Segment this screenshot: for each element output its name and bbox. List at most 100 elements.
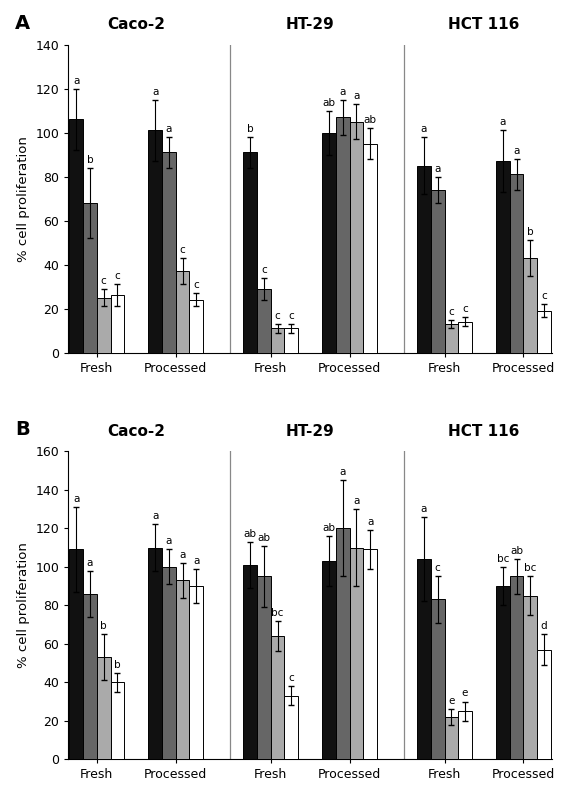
Text: b: b [87, 155, 94, 164]
Bar [322, 561, 336, 760]
Text: a: a [87, 558, 93, 567]
Text: c: c [261, 265, 267, 275]
Bar [336, 528, 350, 760]
Text: b: b [100, 621, 107, 631]
Text: ab: ab [244, 528, 257, 539]
Bar [322, 132, 336, 353]
Text: e: e [462, 689, 468, 698]
Text: HT-29: HT-29 [286, 18, 335, 32]
Text: a: a [166, 124, 172, 134]
Text: a: a [166, 536, 172, 547]
Bar [189, 300, 203, 353]
Bar [243, 565, 257, 760]
Text: b: b [247, 124, 254, 134]
Bar [257, 289, 271, 353]
Bar [257, 576, 271, 760]
Bar [271, 636, 284, 760]
Text: a: a [152, 86, 158, 97]
Text: Caco-2: Caco-2 [107, 424, 165, 439]
Text: B: B [15, 421, 30, 440]
Bar [496, 586, 510, 760]
Text: a: a [421, 504, 427, 514]
Text: a: a [73, 76, 80, 85]
Text: bc: bc [497, 554, 509, 563]
Text: a: a [353, 496, 359, 506]
Text: ab: ab [323, 523, 336, 533]
Bar [496, 161, 510, 353]
Text: Caco-2: Caco-2 [107, 18, 165, 32]
Text: c: c [288, 673, 294, 683]
Text: c: c [274, 311, 281, 321]
Bar [537, 311, 550, 353]
Bar [363, 144, 377, 353]
Text: c: c [435, 563, 441, 573]
Bar [162, 152, 176, 353]
Bar [458, 711, 472, 760]
Bar [176, 271, 189, 353]
Bar [176, 580, 189, 760]
Bar [162, 567, 176, 760]
Text: c: c [448, 306, 454, 317]
Text: bc: bc [272, 607, 284, 618]
Bar [336, 117, 350, 353]
Bar [523, 595, 537, 760]
Text: HCT 116: HCT 116 [448, 18, 519, 32]
Bar [431, 599, 444, 760]
Y-axis label: % cell proliferation: % cell proliferation [17, 136, 30, 262]
Text: c: c [541, 291, 547, 301]
Text: a: a [180, 550, 186, 560]
Text: a: a [193, 555, 199, 566]
Bar [458, 322, 472, 353]
Text: a: a [340, 86, 346, 97]
Text: c: c [193, 280, 199, 290]
Bar [69, 550, 83, 760]
Bar [243, 152, 257, 353]
Bar [83, 203, 97, 353]
Text: a: a [340, 467, 346, 477]
Text: HCT 116: HCT 116 [448, 424, 519, 439]
Text: b: b [527, 227, 534, 237]
Bar [510, 175, 523, 353]
Text: a: a [500, 117, 506, 128]
Text: c: c [462, 304, 468, 314]
Text: bc: bc [524, 563, 537, 573]
Bar [363, 550, 377, 760]
Text: ab: ab [510, 546, 523, 556]
Text: c: c [101, 276, 107, 286]
Text: a: a [435, 164, 441, 173]
Text: c: c [180, 245, 185, 255]
Text: a: a [73, 494, 80, 504]
Text: a: a [513, 146, 519, 156]
Text: c: c [288, 311, 294, 321]
Bar [97, 658, 111, 760]
Text: ab: ab [257, 532, 270, 543]
Bar [417, 559, 431, 760]
Text: ab: ab [363, 115, 377, 125]
Text: HT-29: HT-29 [286, 424, 335, 439]
Bar [271, 329, 284, 353]
Bar [444, 717, 458, 760]
Bar [350, 547, 363, 760]
Bar [444, 324, 458, 353]
Bar [69, 120, 83, 353]
Y-axis label: % cell proliferation: % cell proliferation [17, 543, 30, 668]
Bar [350, 121, 363, 353]
Bar [417, 166, 431, 353]
Bar [83, 594, 97, 760]
Text: a: a [152, 512, 158, 521]
Text: b: b [114, 660, 121, 670]
Bar [111, 682, 124, 760]
Text: d: d [541, 621, 547, 631]
Bar [284, 329, 298, 353]
Bar [148, 130, 162, 353]
Bar [189, 586, 203, 760]
Bar [510, 576, 523, 760]
Text: a: a [367, 517, 373, 527]
Text: c: c [114, 271, 120, 282]
Text: A: A [15, 14, 30, 33]
Bar [111, 295, 124, 353]
Text: a: a [353, 91, 359, 101]
Bar [148, 547, 162, 760]
Text: ab: ab [323, 97, 336, 108]
Bar [97, 298, 111, 353]
